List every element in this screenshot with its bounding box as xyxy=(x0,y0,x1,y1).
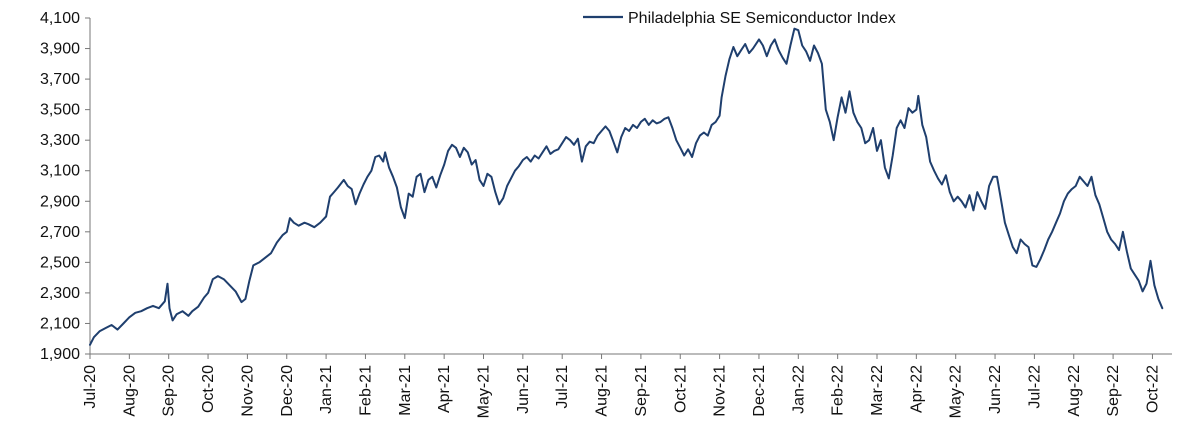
x-tick-label: Sep-22 xyxy=(1105,365,1122,417)
x-tick-label: May-21 xyxy=(476,365,493,418)
x-tick-label: Feb-21 xyxy=(357,365,374,416)
y-tick-label: 1,900 xyxy=(40,346,80,363)
x-axis: Jul-20 Aug-20 Sep-20 Oct-20 Nov-20 Dec-20 Jan-… xyxy=(82,353,1172,418)
x-tick-label: Jun-21 xyxy=(515,365,532,414)
x-tick-label: Oct-22 xyxy=(1144,365,1161,413)
y-tick-label: 2,300 xyxy=(40,285,80,302)
x-tick-label: Mar-22 xyxy=(869,365,886,416)
x-tick-label: Jul-21 xyxy=(554,365,571,409)
y-tick-label: 3,700 xyxy=(40,71,80,88)
y-tick-label: 4,100 xyxy=(40,10,80,27)
x-tick-label: Mar-21 xyxy=(397,365,414,416)
series-layer xyxy=(89,27,1164,346)
y-tick-label: 3,900 xyxy=(40,41,80,58)
y-tick-label: 2,700 xyxy=(40,224,80,241)
x-tick-label: Jan-21 xyxy=(318,365,335,414)
x-tick-label: Sep-21 xyxy=(633,365,650,417)
x-tick-label: Dec-20 xyxy=(279,365,296,417)
x-tick-label: Dec-21 xyxy=(751,365,768,417)
series-line xyxy=(89,27,1164,346)
x-tick-label: May-22 xyxy=(948,365,965,418)
legend-label: Philadelphia SE Semiconductor Index xyxy=(628,10,896,27)
x-tick-label: Apr-21 xyxy=(436,365,453,413)
x-tick-label: Nov-20 xyxy=(239,365,256,417)
x-tick-label: Jun-22 xyxy=(987,365,1004,414)
x-tick-label: Sep-20 xyxy=(161,365,178,417)
x-tick-label: Aug-20 xyxy=(121,365,138,417)
x-tick-label: Jul-22 xyxy=(1026,365,1043,409)
y-tick-label: 2,500 xyxy=(40,254,80,271)
x-tick-label: Apr-22 xyxy=(908,365,925,413)
x-tick-label: Oct-20 xyxy=(200,365,217,413)
x-tick-label: Aug-22 xyxy=(1066,365,1083,417)
legend: Philadelphia SE Semiconductor Index xyxy=(583,10,896,27)
y-tick-label: 3,500 xyxy=(40,102,80,119)
x-tick-label: Jan-22 xyxy=(790,365,807,414)
y-tick-label: 2,100 xyxy=(40,315,80,332)
x-tick-label: Aug-21 xyxy=(594,365,611,417)
x-tick-label: Jul-20 xyxy=(82,365,99,409)
x-tick-label: Oct-21 xyxy=(672,365,689,413)
y-axis: 1,900 2,100 2,300 2,500 2,700 2,900 3,100 3,300… xyxy=(40,10,91,363)
y-tick-label: 3,300 xyxy=(40,132,80,149)
x-tick-label: Nov-21 xyxy=(712,365,729,417)
y-tick-label: 3,100 xyxy=(40,163,80,180)
x-tick-label: Feb-22 xyxy=(830,365,847,416)
y-tick-label: 2,900 xyxy=(40,193,80,210)
